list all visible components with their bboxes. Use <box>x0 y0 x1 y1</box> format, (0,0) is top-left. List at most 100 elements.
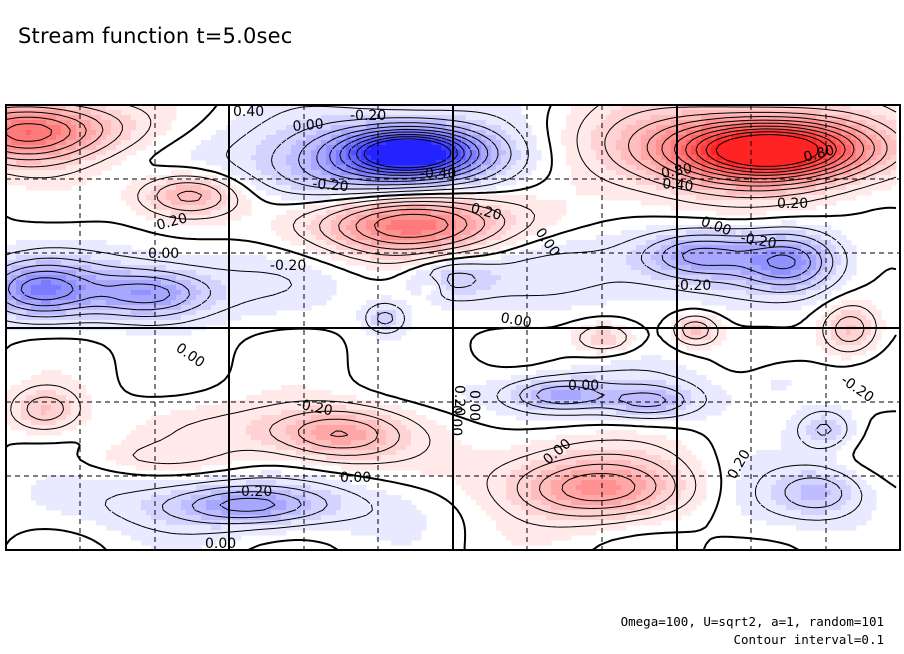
field-cell <box>761 200 767 206</box>
field-cell <box>261 155 267 161</box>
field-cell <box>836 245 842 251</box>
field-cell <box>461 235 467 241</box>
field-cell <box>791 265 797 271</box>
field-cell <box>876 170 882 176</box>
field-cell <box>856 130 862 136</box>
field-cell <box>571 150 577 156</box>
field-cell <box>491 210 497 216</box>
field-cell <box>721 200 727 206</box>
field-cell <box>101 125 107 131</box>
field-cell <box>391 255 397 261</box>
field-cell <box>146 215 152 221</box>
field-cell <box>386 165 392 171</box>
field-cell <box>296 115 302 121</box>
field-cell <box>101 135 107 141</box>
field-cell <box>316 120 322 126</box>
field-cell <box>326 205 332 211</box>
field-cell <box>796 110 802 116</box>
field-cell <box>566 240 572 246</box>
field-cell <box>841 235 847 241</box>
field-cell <box>716 150 722 156</box>
field-cell <box>636 240 642 246</box>
field-cell <box>441 150 447 156</box>
field-cell <box>496 135 502 141</box>
field-cell <box>201 270 207 276</box>
field-cell <box>731 265 737 271</box>
field-cell <box>631 130 637 136</box>
field-cell <box>786 230 792 236</box>
field-cell <box>461 145 467 151</box>
field-cell <box>331 140 337 146</box>
field-cell <box>691 240 697 246</box>
field-cell <box>481 130 487 136</box>
field-cell <box>741 160 747 166</box>
field-cell <box>856 120 862 126</box>
field-cell <box>886 140 892 146</box>
field-cell <box>436 115 442 121</box>
field-cell <box>141 125 147 131</box>
field-cell <box>306 175 312 181</box>
field-cell <box>531 250 537 256</box>
field-cell <box>761 205 767 211</box>
field-cell <box>231 125 237 131</box>
field-cell <box>446 135 452 141</box>
field-cell <box>671 110 677 116</box>
field-cell <box>541 275 547 281</box>
field-cell <box>436 240 442 246</box>
field-cell <box>596 270 602 276</box>
field-cell <box>31 265 37 271</box>
field-cell <box>116 260 122 266</box>
field-cell <box>846 150 852 156</box>
field-cell <box>76 255 82 261</box>
field-cell <box>746 165 752 171</box>
field-cell <box>716 195 722 201</box>
field-cell <box>311 120 317 126</box>
field-cell <box>181 280 187 286</box>
field-cell <box>431 225 437 231</box>
field-cell <box>126 185 132 191</box>
field-cell <box>456 235 462 241</box>
field-cell <box>441 245 447 251</box>
field-cell <box>701 130 707 136</box>
field-cell <box>886 115 892 121</box>
field-cell <box>411 210 417 216</box>
field-cell <box>256 260 262 266</box>
field-cell <box>541 260 547 266</box>
field-cell <box>531 150 537 156</box>
field-cell <box>486 150 492 156</box>
field-cell <box>691 125 697 131</box>
field-cell <box>891 155 897 161</box>
field-cell <box>751 120 757 126</box>
field-cell <box>736 105 742 111</box>
field-cell <box>756 205 762 211</box>
field-cell <box>166 265 172 271</box>
field-cell <box>746 225 752 231</box>
field-cell <box>836 270 842 276</box>
field-cell <box>486 145 492 151</box>
field-cell <box>251 160 257 166</box>
field-cell <box>516 135 522 141</box>
field-cell <box>236 205 242 211</box>
field-cell <box>486 270 492 276</box>
field-cell <box>271 275 277 281</box>
field-cell <box>501 195 507 201</box>
field-cell <box>126 250 132 256</box>
field-cell <box>91 155 97 161</box>
field-cell <box>391 110 397 116</box>
field-cell <box>271 265 277 271</box>
field-cell <box>341 205 347 211</box>
field-cell <box>46 285 52 291</box>
field-cell <box>686 250 692 256</box>
field-cell <box>476 240 482 246</box>
field-cell <box>336 250 342 256</box>
field-cell <box>66 260 72 266</box>
field-cell <box>851 110 857 116</box>
field-cell <box>81 170 87 176</box>
field-cell <box>361 130 367 136</box>
field-cell <box>641 275 647 281</box>
field-cell <box>411 140 417 146</box>
field-cell <box>116 285 122 291</box>
field-cell <box>401 220 407 226</box>
field-cell <box>491 230 497 236</box>
field-cell <box>396 235 402 241</box>
